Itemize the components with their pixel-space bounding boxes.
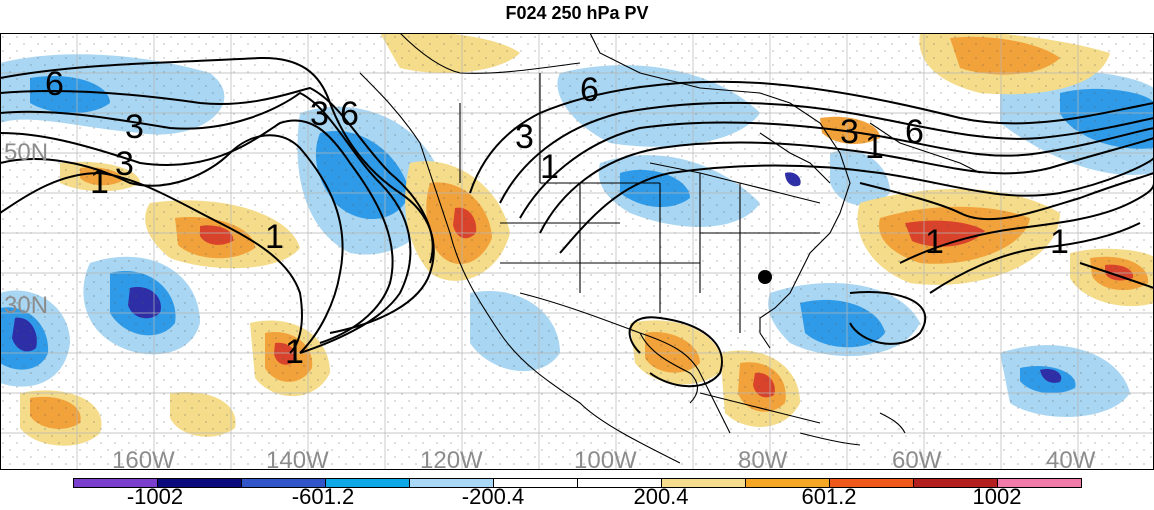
- pv-contours: [0, 56, 1154, 388]
- colorbar-swatch: [746, 479, 830, 487]
- contour-label: 1: [285, 333, 304, 371]
- contour-label: 1: [540, 148, 559, 186]
- contour-label: 6: [580, 71, 599, 109]
- lat-label-50n: 50N: [4, 139, 48, 166]
- contour-label: 1: [1050, 223, 1069, 261]
- contour-label: 6: [905, 113, 924, 151]
- contour-label: 3: [115, 145, 134, 183]
- chart-title: F024 250 hPa PV: [505, 3, 649, 23]
- contour-labels: 6 3 3 1 3 6 3 1 1 3 6 1 6 1 1 1: [45, 65, 1069, 371]
- colorbar-swatch: [662, 479, 746, 487]
- colorbar-label: -1002: [126, 484, 184, 509]
- lon-label: 100W: [574, 447, 637, 470]
- colorbar-swatch: [914, 479, 998, 487]
- colorbar-label: 200.4: [633, 484, 689, 509]
- colorbar: [73, 478, 1082, 488]
- colorbar-label: -601.2: [291, 484, 355, 509]
- colorbar-swatch: [242, 479, 326, 487]
- colorbar-swatch: [494, 479, 578, 487]
- contour-label: 3: [310, 95, 329, 133]
- contour-label: 1: [865, 128, 884, 166]
- colorbar-swatch: [326, 479, 410, 487]
- colorbar-labels: -1002 -601.2 -200.4 200.4 601.2 1002: [0, 484, 1154, 509]
- colorbar-label: 1002: [972, 484, 1022, 509]
- stipple-overlay: [0, 33, 1154, 470]
- coastlines: [359, 33, 981, 464]
- colorbar-swatch: [578, 479, 662, 487]
- colorbar-swatch: [410, 479, 494, 487]
- contour-label: 3: [840, 113, 859, 151]
- colorbar-swatch: [830, 479, 914, 487]
- colorbar-swatch: [998, 479, 1081, 487]
- lon-label: 160W: [112, 447, 175, 470]
- colorbar-swatch: [158, 479, 242, 487]
- contour-label: 1: [265, 218, 284, 256]
- lat-label-30n: 30N: [4, 292, 48, 319]
- lon-label: 60W: [892, 447, 942, 470]
- contour-label: 3: [515, 118, 534, 156]
- pv-map: 6 3 3 1 3 6 3 1 1 3 6 1 6 1 1 1 50N 30N …: [0, 33, 1154, 470]
- colorbar-label: 601.2: [801, 484, 857, 509]
- map-canvas: 6 3 3 1 3 6 3 1 1 3 6 1 6 1 1 1 50N 30N …: [0, 33, 1154, 470]
- contour-label: 1: [925, 223, 944, 261]
- colorbar-label: -200.4: [461, 484, 525, 509]
- lon-label: 80W: [738, 447, 788, 470]
- contour-label: 1: [90, 163, 109, 201]
- lon-label: 40W: [1046, 447, 1096, 470]
- lon-label: 140W: [266, 447, 329, 470]
- contour-label: 6: [340, 95, 359, 133]
- lon-label: 120W: [420, 447, 483, 470]
- location-marker: [758, 270, 772, 284]
- colorbar-swatch: [74, 479, 158, 487]
- contour-label: 3: [125, 108, 144, 146]
- contour-label: 6: [45, 65, 64, 103]
